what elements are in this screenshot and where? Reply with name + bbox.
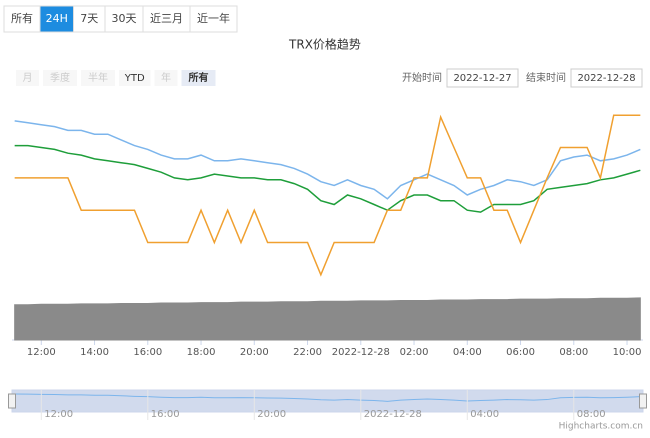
navigator-line [14,393,641,402]
volume-area [14,297,641,341]
date-input[interactable] [446,68,519,88]
credit: Highcharts.com.cn [559,422,643,432]
x-tick-label: 04:00 [453,347,482,358]
x-tick-label: 08:00 [559,347,588,358]
x-tick-label: 02:00 [400,347,429,358]
navigator-handle[interactable] [639,393,647,409]
range-tab[interactable] [142,5,191,33]
zoom-button[interactable] [43,70,77,86]
range-tab[interactable] [189,5,238,33]
zoom-button[interactable] [119,70,151,86]
zoom-button[interactable] [81,70,115,86]
price-line [14,120,641,200]
date-input[interactable] [570,68,643,88]
range-tab[interactable] [73,5,106,33]
x-tick-label: 10:00 [613,347,642,358]
zoom-button-label[interactable]: YTD [124,73,145,84]
date-input-label: 结束时间 [526,71,566,84]
chart-title: TRX价格趋势 [288,37,361,52]
x-tick-label: 14:00 [80,347,109,358]
date-input-value[interactable]: 2022-12-27 [453,73,511,84]
range-tab[interactable] [39,5,74,33]
zoom-button-label[interactable]: 半年 [88,71,108,84]
range-tab-label[interactable]: 7天 [80,12,98,25]
navigator-tick-label: 08:00 [577,409,606,420]
navigator-tick-label: 12:00 [44,409,73,420]
x-tick-label: 20:00 [240,347,269,358]
x-tick-label: 2022-12-28 [332,347,390,358]
range-tab-label[interactable]: 近三月 [150,12,183,25]
x-tick-label: 06:00 [506,347,535,358]
zoom-button[interactable] [16,70,39,86]
x-tick-label: 22:00 [293,347,322,358]
range-tab-label[interactable]: 30天 [112,12,137,25]
zoom-button-label[interactable]: 季度 [50,71,70,84]
zoom-button[interactable] [181,70,216,86]
price-line [14,144,641,213]
zoom-button-label[interactable]: 月 [23,72,33,84]
date-input-label: 开始时间 [402,71,442,84]
x-tick-label: 16:00 [133,347,162,358]
price-line [14,114,641,277]
navigator-tick-label: 2022-12-28 [364,409,422,420]
navigator-tick-label: 04:00 [470,409,499,420]
navigator-handle[interactable] [8,393,16,409]
zoom-button-label[interactable]: 所有 [189,71,209,84]
range-tab[interactable] [3,5,41,33]
navigator-tick-label: 16:00 [151,409,180,420]
navigator-tick-label: 20:00 [257,409,286,420]
zoom-button[interactable] [154,70,178,86]
x-tick-label: 18:00 [187,347,216,358]
range-tab-label[interactable]: 24H [46,12,68,25]
navigator-mask [11,389,644,413]
date-input-value[interactable]: 2022-12-28 [577,73,635,84]
range-tab-label[interactable]: 所有 [11,11,33,25]
x-tick-label: 12:00 [27,347,56,358]
range-tab-label[interactable]: 近一年 [197,11,230,25]
zoom-button-label[interactable]: 年 [161,71,171,84]
